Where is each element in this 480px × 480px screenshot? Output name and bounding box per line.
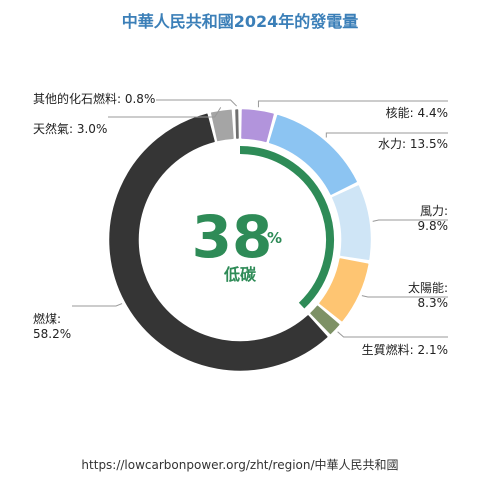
center-label: 低碳 <box>223 265 257 284</box>
leader-line-group <box>72 99 448 338</box>
slice-1-label: 水力: 13.5% <box>378 137 448 151</box>
slice-7 <box>235 109 239 139</box>
center-value: 38 <box>192 203 273 271</box>
slice-2 <box>332 185 371 261</box>
source-url: https://lowcarbonpower.org/zht/region/中華… <box>81 458 399 472</box>
slice-0-label: 核能: 4.4% <box>386 106 448 120</box>
slice-4-label: 生質燃料: 2.1% <box>362 342 448 357</box>
slice-7-label: 其他的化石燃料: 0.8% <box>33 91 155 106</box>
chart-title: 中華人民共和國2024年的發電量 <box>121 12 359 31</box>
slice-4 <box>310 305 340 335</box>
center-unit: % <box>267 229 282 247</box>
slice-0 <box>241 109 274 143</box>
slice-4-leader-line <box>337 331 448 338</box>
slice-0-leader-line <box>257 100 448 108</box>
slice-7-leader-line <box>156 99 237 107</box>
low-carbon-arc <box>239 146 334 309</box>
slice-6 <box>210 109 234 142</box>
slice-3 <box>319 258 369 322</box>
slice-3-leader-line <box>361 295 448 298</box>
slice-label-group: 核能: 4.4% 水力: 13.5% 風力: 9.8% 太陽能: 8.3% 生質燃料: 2.… <box>33 91 448 357</box>
slice-5-label: 燃煤: 58.2% <box>33 311 71 341</box>
slice-6-leader-line <box>108 107 222 118</box>
slice-1-leader-line <box>325 132 448 138</box>
slice-3-label: 太陽能: 8.3% <box>408 280 448 310</box>
slice-1 <box>268 114 357 195</box>
slice-2-leader-line <box>372 219 448 222</box>
slice-2-label: 風力: 9.8% <box>418 204 449 233</box>
slice-5-leader-line <box>72 303 123 307</box>
slice-6-label: 天然氣: 3.0% <box>33 121 107 136</box>
